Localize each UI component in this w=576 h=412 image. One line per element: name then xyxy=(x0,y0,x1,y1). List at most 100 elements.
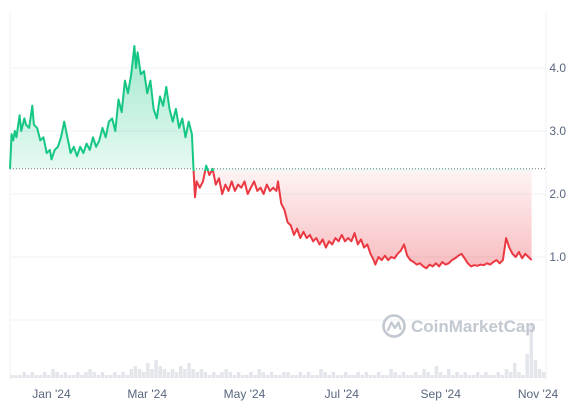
price-line-above-baseline xyxy=(9,45,215,171)
price-line-below-baseline xyxy=(192,171,533,270)
x-tick-label: Nov '24 xyxy=(518,387,559,401)
volume-bar xyxy=(14,375,18,378)
x-tick-label: Sep '24 xyxy=(421,387,462,401)
volume-bar xyxy=(199,369,204,378)
volume-bar xyxy=(166,372,171,378)
volume-bars xyxy=(10,324,546,378)
volume-bar xyxy=(471,375,476,378)
volume-bar xyxy=(207,375,212,378)
volume-bar xyxy=(133,366,138,378)
volume-bar xyxy=(224,369,228,378)
volume-bar xyxy=(422,369,426,378)
volume-bar xyxy=(150,369,154,378)
volume-bar xyxy=(496,372,501,378)
volume-bar xyxy=(447,369,451,378)
volume-bar xyxy=(187,363,191,378)
chart-border xyxy=(9,12,547,380)
volume-bar xyxy=(335,375,340,378)
volume-bar xyxy=(385,375,389,378)
volume-bar xyxy=(537,369,542,378)
volume-bar xyxy=(47,375,51,378)
volume-bar xyxy=(525,354,529,378)
volume-bar xyxy=(137,369,142,378)
volume-bar xyxy=(286,372,290,378)
volume-bar xyxy=(174,372,179,378)
volume-bar xyxy=(30,372,35,378)
y-tick-label: 2.0 xyxy=(549,187,566,201)
volume-bar xyxy=(405,375,410,378)
volume-bar xyxy=(18,375,22,378)
volume-bar xyxy=(10,375,14,378)
volume-bar xyxy=(179,366,183,378)
volume-bar xyxy=(183,369,187,378)
volume-bar xyxy=(104,375,109,378)
price-area xyxy=(10,46,532,269)
volume-bar xyxy=(302,375,307,378)
volume-bar xyxy=(257,369,261,378)
volume-bar xyxy=(389,369,393,378)
volume-bar xyxy=(162,369,167,378)
volume-bar xyxy=(80,375,84,378)
volume-bar xyxy=(265,375,270,378)
volume-bar xyxy=(426,372,430,378)
volume-bar xyxy=(249,372,253,378)
volume-bar xyxy=(290,375,294,378)
volume-bar xyxy=(121,372,125,378)
volume-bar xyxy=(232,375,237,378)
volume-bar xyxy=(376,372,381,378)
volume-bar xyxy=(401,372,406,378)
volume-bar xyxy=(282,372,286,378)
volume-bar xyxy=(51,369,55,378)
volume-bar xyxy=(352,375,356,378)
volume-bar xyxy=(88,369,92,378)
volume-bar xyxy=(269,372,274,378)
volume-bar xyxy=(310,375,315,378)
volume-bar xyxy=(158,366,162,378)
volume-bar xyxy=(455,372,459,378)
volume-bar xyxy=(381,375,385,378)
volume-bar xyxy=(459,375,463,378)
coinmarketcap-watermark: CoinMarketCap xyxy=(382,314,536,338)
volume-bar xyxy=(38,375,43,378)
volume-bar xyxy=(216,375,220,378)
volume-bar xyxy=(508,372,513,378)
volume-bar xyxy=(154,360,158,378)
volume-bar xyxy=(343,372,348,378)
volume-bar xyxy=(513,363,517,378)
volume-bar xyxy=(393,372,397,378)
volume-bar xyxy=(327,375,331,378)
area-fill-above-baseline xyxy=(10,46,532,171)
x-tick-label: Jan '24 xyxy=(32,387,71,401)
volume-bar xyxy=(475,372,480,378)
volume-bar xyxy=(467,375,472,378)
volume-bar xyxy=(125,375,129,378)
volume-bar xyxy=(492,375,496,378)
volume-bar xyxy=(75,372,80,378)
volume-bar xyxy=(529,324,534,378)
volume-bar xyxy=(108,375,113,378)
volume-bar xyxy=(113,372,117,378)
volume-bar xyxy=(521,375,525,378)
volume-bar xyxy=(315,375,319,378)
volume-bar xyxy=(22,372,26,378)
volume-bar xyxy=(129,369,134,378)
volume-bar xyxy=(195,372,200,378)
volume-bar xyxy=(170,369,175,378)
volume-bar xyxy=(500,375,505,378)
volume-bar xyxy=(372,375,377,378)
volume-bar xyxy=(117,375,121,378)
x-axis-ticks: Jan '24 Mar '24 May '24 Jul '24 Sep '24 Nov '… xyxy=(32,387,558,401)
volume-bar xyxy=(339,375,344,378)
volume-bar xyxy=(228,372,233,378)
volume-bar xyxy=(348,375,352,378)
volume-bar xyxy=(278,375,282,378)
volume-bar xyxy=(319,369,323,378)
volume-bar xyxy=(220,372,224,378)
volume-bar xyxy=(236,372,241,378)
volume-bar xyxy=(141,372,146,378)
x-tick-label: Mar '24 xyxy=(127,387,167,401)
volume-bar xyxy=(488,375,492,378)
volume-bar xyxy=(26,375,31,378)
volume-bar xyxy=(298,372,303,378)
volume-bar xyxy=(418,375,422,378)
